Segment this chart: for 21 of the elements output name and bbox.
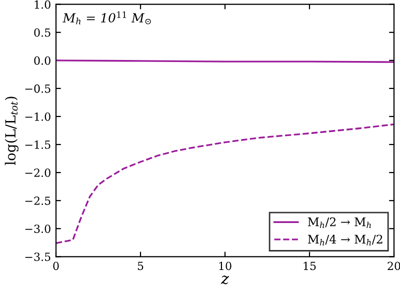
y-tick-label: −3.0: [25, 224, 50, 233]
legend-label: M$_{h}$/2 → M$_{h}$: [308, 217, 371, 228]
y-tick-label: 0.5: [34, 28, 50, 37]
y-tick-label: −0.5: [25, 84, 50, 93]
x-tick-label: 15: [304, 262, 316, 270]
line-series: [56, 124, 394, 244]
x-tick-label: 5: [138, 262, 144, 270]
y-tick-label: −1.0: [25, 112, 50, 121]
y-tick-label: −2.5: [25, 196, 50, 205]
y-tick-label: −2.0: [25, 168, 50, 177]
y-tick-label: 0.0: [34, 56, 50, 65]
x-tick-label: 20: [388, 262, 400, 270]
y-tick-label: 1.0: [34, 0, 50, 9]
x-tick-label: 0: [53, 262, 59, 270]
y-tick-label: −3.5: [25, 252, 50, 262]
legend-label: M$_{h}$/4 → M$_{h}$/2: [308, 234, 382, 246]
x-tick-label: 10: [219, 262, 232, 270]
y-axis-title: log(L/L$_{tot}$): [4, 96, 18, 166]
annotation: M$_{h}$ = 10$^{11}$ M$_{⊙}$: [62, 11, 151, 24]
x-axis-title: z: [220, 276, 230, 284]
y-tick-label: −1.5: [25, 140, 50, 149]
